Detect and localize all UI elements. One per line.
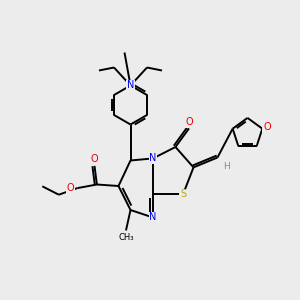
Text: CH₃: CH₃ <box>118 232 134 242</box>
Text: H: H <box>223 162 230 171</box>
Text: N: N <box>149 212 157 223</box>
Text: O: O <box>67 183 75 193</box>
Text: N: N <box>149 153 157 164</box>
Text: O: O <box>186 117 194 127</box>
Text: S: S <box>180 189 186 200</box>
Text: N: N <box>127 80 134 91</box>
Text: O: O <box>263 122 271 132</box>
Text: O: O <box>91 154 98 164</box>
